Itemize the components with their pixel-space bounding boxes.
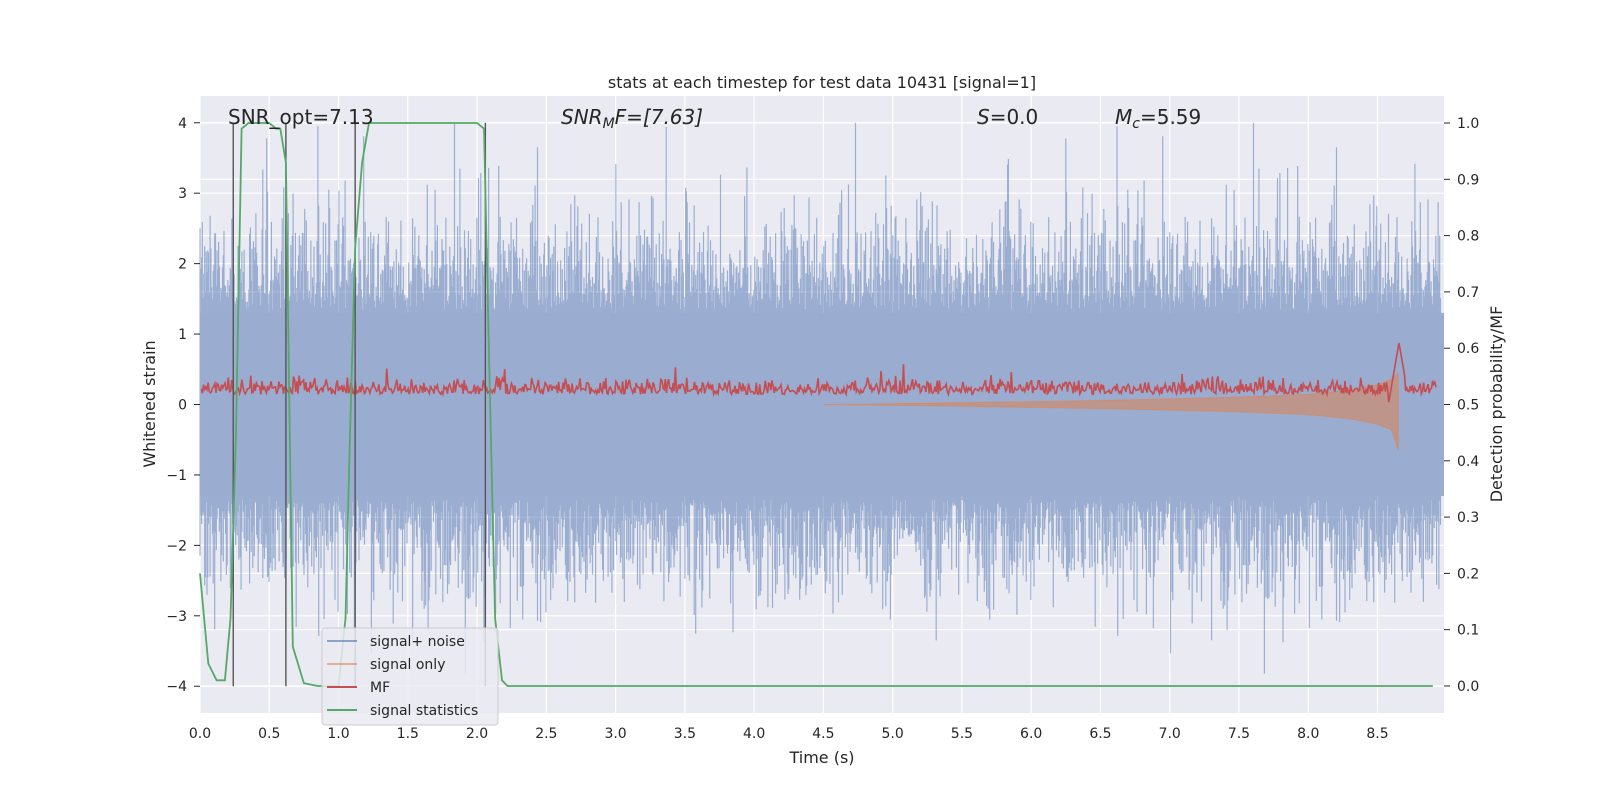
legend-label-signal-only: signal only [370,657,445,673]
signal-only-series [823,372,1399,450]
y-right-tick-label: 1.0 [1457,116,1479,132]
y-right-tick-label: 0.8 [1457,229,1479,245]
y-left-tick-label: −4 [166,679,187,695]
y-right-tick-label: 0.9 [1457,172,1479,188]
y-left-tick-label: 3 [178,186,187,202]
mf-line [200,342,1437,403]
x-tick-label: 2.0 [466,726,488,742]
x-tick-label: 3.0 [604,726,626,742]
legend-label-signal-statistics: signal statistics [370,703,478,719]
y-left-tick-label: 1 [178,327,187,343]
ticks: 0.0 0.5 1.0 1.5 2.0 2.5 3.0 3.5 4.0 4.5 5.0 5.5 6.0 6… [166,116,1479,742]
y-right-tick-label: 0.7 [1457,285,1479,301]
x-tick-label: 8.0 [1297,726,1319,742]
y-right-tick-label: 0.5 [1457,398,1479,414]
mf-series [200,342,1437,403]
legend: signal+ noise signal only MF signal stat… [321,627,499,726]
y-left-tick-label: −3 [166,609,187,625]
x-tick-label: 5.5 [951,726,973,742]
x-tick-label: 6.5 [1089,726,1111,742]
x-tick-label: 0.0 [189,726,211,742]
signal-only-line [823,372,1399,450]
y-right-tick-label: 0.4 [1457,454,1479,470]
y-left-tick-label: −2 [166,538,187,554]
chart-title: stats at each timestep for test data 104… [608,73,1036,92]
y-axis-label-right: Detection probability/MF [1487,306,1506,503]
x-tick-label: 4.5 [812,726,834,742]
y-right-tick-label: 0.1 [1457,623,1479,639]
y-right-tick-label: 0.2 [1457,566,1479,582]
annotation-snr-mf: SNRMF=[7.63] [561,105,703,132]
x-tick-label: 1.5 [397,726,419,742]
x-tick-label: 7.0 [1159,726,1181,742]
legend-box [321,627,499,726]
y-left-tick-label: 0 [178,398,187,414]
x-tick-label: 0.5 [258,726,280,742]
legend-label-noise: signal+ noise [370,634,465,650]
y-left-tick-label: −1 [166,468,187,484]
annotation-mc: Mc=5.59 [1115,105,1201,132]
x-tick-label: 6.0 [1020,726,1042,742]
y-right-tick-label: 0.3 [1457,510,1479,526]
x-tick-label: 2.5 [535,726,557,742]
x-tick-label: 3.5 [674,726,696,742]
y-right-tick-label: 0.6 [1457,341,1479,357]
x-tick-label: 7.5 [1228,726,1250,742]
y-right-tick-label: 0.0 [1457,679,1479,695]
y-axis-label-left-text: Whitened strain [140,340,159,467]
x-tick-label: 5.0 [882,726,904,742]
x-tick-label: 1.0 [327,726,349,742]
annotation-s: S=0.0 [977,105,1038,129]
x-axis-label: Time (s) [788,748,854,767]
y-left-tick-label: 2 [178,257,187,273]
x-tick-label: 8.5 [1366,726,1388,742]
x-tick-label: 4.0 [743,726,765,742]
y-left-tick-label: 4 [178,116,187,132]
legend-label-mf: MF [370,680,390,696]
annotation-snr-opt: SNR_opt=7.13 [228,105,374,129]
